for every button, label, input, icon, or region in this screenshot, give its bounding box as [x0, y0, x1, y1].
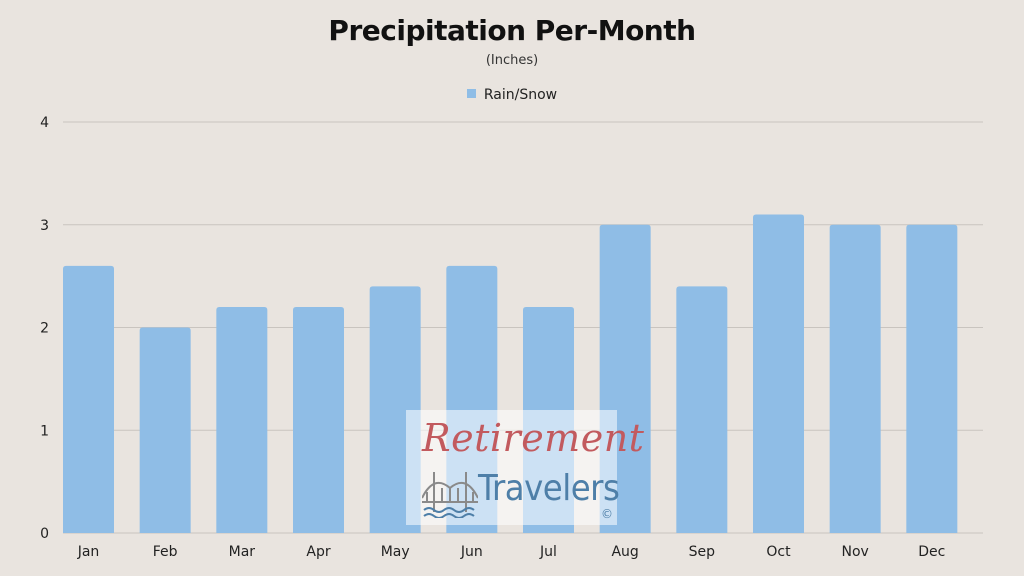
x-tick-label: Dec	[918, 544, 945, 560]
x-tick-label: Jan	[77, 544, 100, 560]
bar	[753, 214, 804, 533]
y-tick-label: 4	[40, 115, 49, 131]
y-tick-label: 3	[40, 218, 49, 234]
copyright-mark: ©	[601, 507, 613, 521]
y-tick-label: 0	[40, 526, 49, 542]
bar	[293, 306, 344, 533]
legend: Rain/Snow	[0, 87, 1024, 103]
chart-title: Precipitation Per-Month	[328, 14, 696, 47]
watermark-travelers: Travelers	[478, 468, 620, 509]
x-tick-label: May	[381, 544, 410, 560]
bar	[829, 224, 881, 533]
y-tick-label: 2	[40, 321, 49, 337]
bar	[139, 327, 191, 533]
x-tick-label: Mar	[229, 544, 256, 560]
chart-subtitle: (Inches)	[485, 53, 539, 68]
x-tick-label: Aug	[611, 544, 638, 560]
legend-label: Rain/Snow	[483, 87, 558, 103]
legend-swatch	[466, 89, 476, 98]
bar	[906, 224, 958, 533]
x-tick-label: Apr	[306, 544, 330, 560]
bar	[676, 286, 728, 533]
watermark-retirement: Retirement	[422, 416, 645, 460]
y-tick-label: 1	[40, 423, 49, 439]
bar	[63, 265, 114, 533]
x-tick-label: Feb	[153, 544, 178, 560]
x-tick-label: Nov	[842, 544, 869, 560]
x-tick-label: Oct	[766, 544, 791, 560]
bar	[216, 306, 268, 533]
watermark-logo: Retirement Travelers ©	[406, 410, 644, 525]
bridge-icon	[422, 472, 478, 518]
x-tick-label: Jun	[460, 544, 483, 560]
x-tick-label: Jul	[539, 544, 557, 560]
x-tick-label: Sep	[689, 544, 716, 560]
